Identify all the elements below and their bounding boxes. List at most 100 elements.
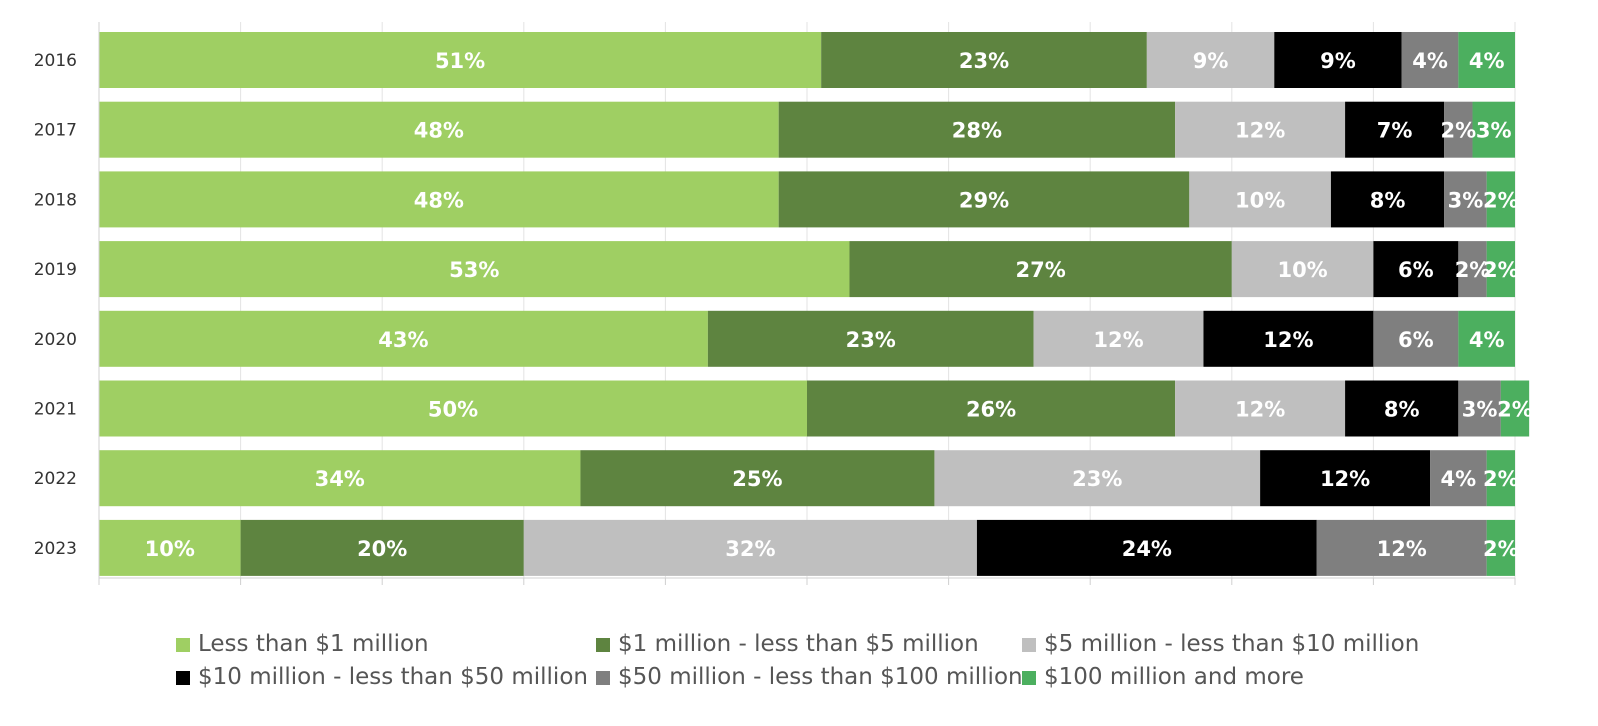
data-label: 12% (1320, 467, 1370, 491)
data-label: 12% (1235, 398, 1285, 422)
bar-segment (523, 519, 977, 576)
bar-segment (1486, 241, 1515, 298)
legend-row: $10 million - less than $50 million $50 … (176, 661, 1476, 694)
bar-segment (1260, 450, 1431, 507)
y-tick-label: 2016 (34, 51, 77, 71)
data-label: 9% (1193, 49, 1229, 73)
data-label: 12% (1263, 328, 1313, 352)
y-tick-label: 2021 (34, 400, 77, 420)
data-label: 4% (1441, 467, 1477, 491)
data-label: 4% (1469, 328, 1505, 352)
data-label: 25% (732, 467, 782, 491)
bar-segment (99, 101, 779, 158)
bar-segment (1373, 241, 1459, 298)
bar-segment (99, 380, 807, 437)
legend-row: Less than $1 million $1 million - less t… (176, 628, 1476, 661)
bar-segment (1472, 101, 1515, 158)
data-label: 2% (1455, 258, 1491, 282)
legend-item-100m-plus: $100 million and more (1022, 666, 1304, 689)
data-label: 24% (1122, 537, 1172, 561)
bar-segment (1500, 380, 1530, 437)
y-tick-label: 2023 (34, 539, 77, 559)
legend: Less than $1 million $1 million - less t… (176, 628, 1476, 694)
bar-segment (849, 241, 1232, 298)
data-label: 12% (1377, 537, 1427, 561)
legend-label: $10 million - less than $50 million (198, 664, 588, 690)
legend-swatch (176, 637, 190, 652)
bar-segment (1033, 310, 1204, 367)
bar-segment (580, 450, 935, 507)
bar-segment (778, 101, 1176, 158)
bars (99, 32, 1530, 576)
y-tick-label: 2020 (34, 330, 77, 350)
legend-swatch (596, 637, 610, 652)
data-label: 10% (1277, 258, 1327, 282)
legend-swatch (1022, 637, 1036, 652)
y-tick-label: 2017 (34, 121, 77, 141)
bar-segment (1203, 310, 1374, 367)
data-label: 32% (725, 537, 775, 561)
bar-segment (99, 450, 581, 507)
data-label: 53% (449, 258, 499, 282)
bar-segment (1330, 171, 1445, 228)
legend-label: $50 million - less than $100 million (618, 664, 1023, 690)
bar-segment (99, 171, 779, 228)
data-label: 4% (1412, 49, 1448, 73)
bar-segment (1316, 519, 1487, 576)
legend-item-less-than-1m: Less than $1 million (176, 633, 596, 656)
bar-segment (1444, 171, 1487, 228)
bar-segment (1444, 101, 1473, 158)
data-label: 3% (1476, 119, 1512, 143)
data-label: 2% (1483, 188, 1519, 212)
legend-item-1m-5m: $1 million - less than $5 million (596, 633, 1022, 656)
bar-segment (707, 310, 1034, 367)
data-label: 12% (1235, 119, 1285, 143)
data-label: 12% (1093, 328, 1143, 352)
data-label: 27% (1016, 258, 1066, 282)
data-label: 23% (959, 49, 1009, 73)
data-label: 2% (1483, 467, 1519, 491)
bar-segment (807, 380, 1176, 437)
bar-segment (99, 519, 241, 576)
data-label: 2% (1483, 258, 1519, 282)
bar-segment (1486, 450, 1515, 507)
bar-segment (240, 519, 524, 576)
bar-segment (1458, 241, 1487, 298)
data-label: 26% (966, 398, 1016, 422)
bar-segment (99, 310, 708, 367)
data-label: 10% (1235, 188, 1285, 212)
data-label: 48% (414, 188, 464, 212)
bar-segment (821, 32, 1147, 88)
legend-item-50m-100m: $50 million - less than $100 million (596, 664, 1023, 690)
bar-segment (1345, 380, 1459, 437)
data-label: 3% (1462, 398, 1498, 422)
bar-segment (1175, 380, 1346, 437)
bar-segment (1231, 241, 1374, 298)
data-label: 4% (1469, 49, 1505, 73)
bar-segment (1146, 32, 1275, 88)
data-label: 28% (952, 119, 1002, 143)
data-label: 3% (1448, 188, 1484, 212)
bar-segment (934, 450, 1261, 507)
legend-label: $100 million and more (1044, 664, 1304, 690)
data-label: 48% (414, 119, 464, 143)
data-label: 6% (1398, 328, 1434, 352)
legend-label: $5 million - less than $10 million (1044, 631, 1420, 657)
data-label: 8% (1370, 188, 1406, 212)
bar-segment (1175, 101, 1346, 158)
legend-item-10m-50m: $10 million - less than $50 million (176, 666, 596, 689)
data-label: 51% (435, 49, 485, 73)
bar-segment (976, 519, 1317, 576)
bar-segment (1458, 310, 1515, 367)
legend-label: $1 million - less than $5 million (618, 631, 979, 657)
stacked-bar-chart: 51% 23% 9% 9% 4% 4%48% 28% 12% 7% 2% 3%48% 29% 10% 8%… (33, 22, 1530, 585)
data-label: 50% (428, 398, 478, 422)
legend-swatch (596, 670, 610, 685)
bar-segment (1486, 519, 1515, 576)
bar-segment (1430, 450, 1487, 507)
legend-swatch (176, 670, 190, 685)
data-label: 6% (1398, 258, 1434, 282)
bar-segment (1189, 171, 1331, 228)
legend-swatch (1022, 670, 1036, 685)
data-label: 23% (846, 328, 896, 352)
